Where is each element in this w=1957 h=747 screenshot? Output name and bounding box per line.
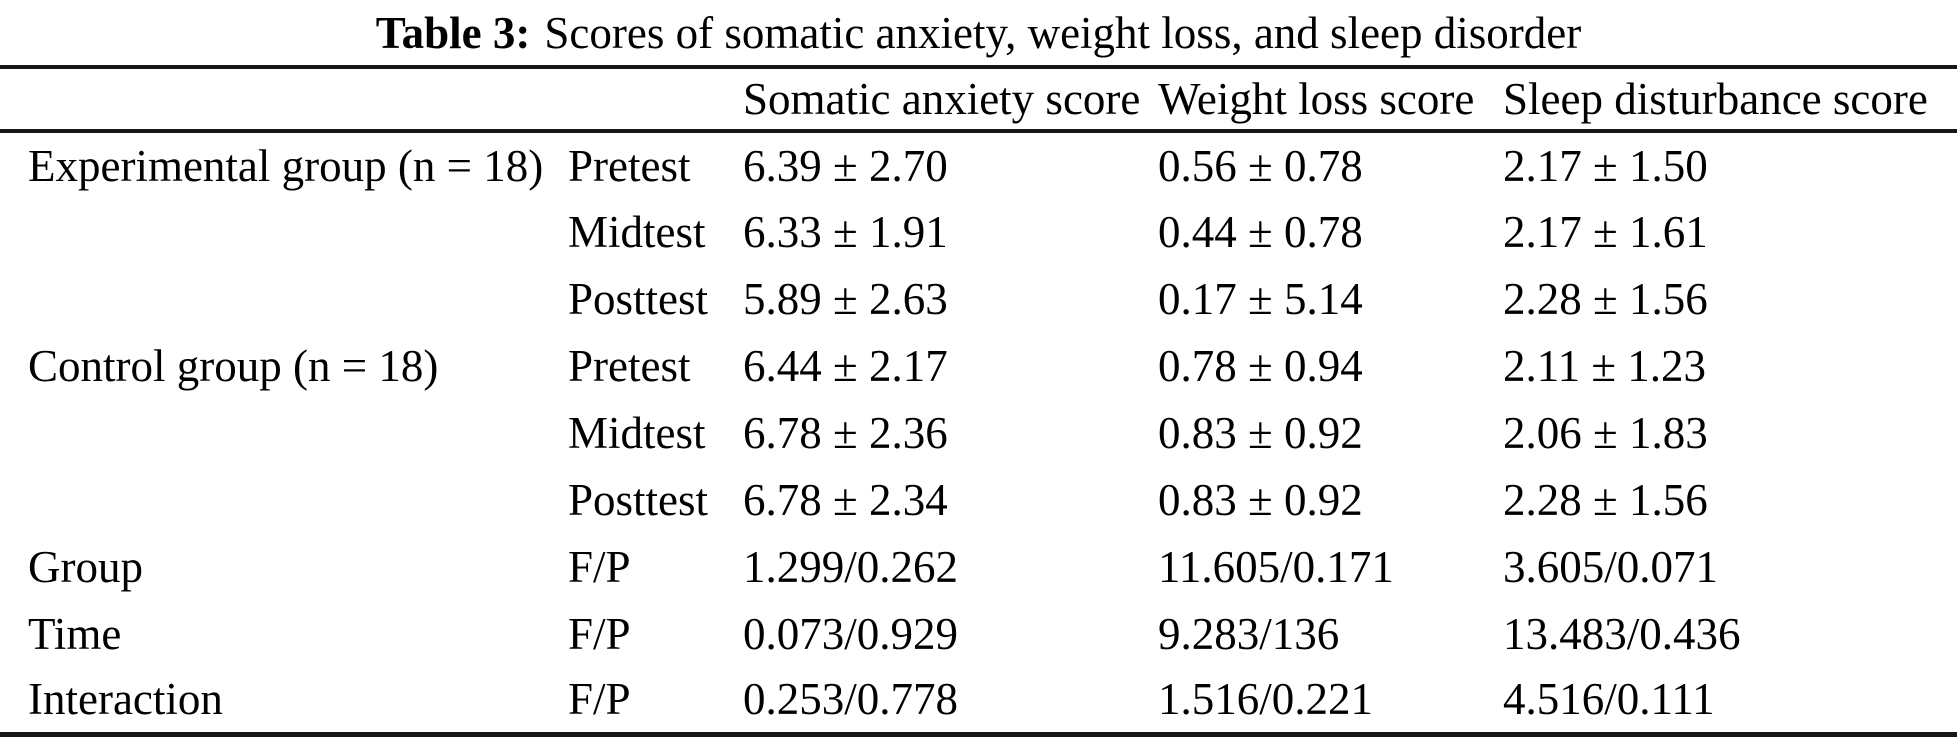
cell-test: F/P bbox=[568, 541, 631, 592]
cell-weight: 0.17 ± 5.14 bbox=[1158, 273, 1363, 324]
cell-somatic: 6.39 ± 2.70 bbox=[743, 140, 948, 191]
cell-group: Experimental group (n = 18) bbox=[28, 140, 544, 191]
cell-sleep: 2.17 ± 1.61 bbox=[1503, 206, 1708, 257]
cell-test: Posttest bbox=[568, 273, 709, 324]
cell-weight: 1.516/0.221 bbox=[1158, 674, 1374, 725]
cell-weight: 0.83 ± 0.92 bbox=[1158, 407, 1363, 458]
cell-test: Midtest bbox=[568, 407, 706, 458]
cell-somatic: 6.44 ± 2.17 bbox=[743, 340, 948, 391]
cell-somatic: 6.78 ± 2.34 bbox=[743, 474, 948, 525]
cell-test: F/P bbox=[568, 674, 631, 725]
cell-group: Interaction bbox=[28, 674, 223, 725]
table-caption: Table 3: Scores of somatic anxiety, weig… bbox=[0, 0, 1957, 65]
table-row: Midtest 6.78 ± 2.36 0.83 ± 0.92 2.06 ± 1… bbox=[0, 399, 1957, 466]
cell-test: F/P bbox=[568, 608, 631, 659]
cell-sleep: 3.605/0.071 bbox=[1503, 541, 1719, 592]
scores-table: Somatic anxiety score Weight loss score … bbox=[0, 65, 1957, 737]
cell-somatic: 0.073/0.929 bbox=[743, 608, 959, 659]
cell-somatic: 6.33 ± 1.91 bbox=[743, 206, 948, 257]
cell-test: Pretest bbox=[568, 140, 691, 191]
cell-somatic: 6.78 ± 2.36 bbox=[743, 407, 948, 458]
cell-weight: 9.283/136 bbox=[1158, 608, 1340, 659]
header-row: Somatic anxiety score Weight loss score … bbox=[0, 67, 1957, 131]
table-row: Time F/P 0.073/0.929 9.283/136 13.483/0.… bbox=[0, 600, 1957, 667]
header-sleep-disturbance-score: Sleep disturbance score bbox=[1503, 74, 1928, 124]
cell-group bbox=[0, 198, 568, 265]
table-caption-label: Table 3: bbox=[375, 7, 531, 58]
cell-sleep: 4.516/0.111 bbox=[1503, 674, 1715, 725]
cell-weight: 0.78 ± 0.94 bbox=[1158, 340, 1363, 391]
cell-sleep: 2.28 ± 1.56 bbox=[1503, 273, 1708, 324]
table-row: Experimental group (n = 18) Pretest 6.39… bbox=[0, 131, 1957, 198]
cell-weight: 0.83 ± 0.92 bbox=[1158, 474, 1363, 525]
table-row: Interaction F/P 0.253/0.778 1.516/0.221 … bbox=[0, 667, 1957, 734]
table-caption-text: Scores of somatic anxiety, weight loss, … bbox=[544, 7, 1582, 58]
table-row: Control group (n = 18) Pretest 6.44 ± 2.… bbox=[0, 332, 1957, 399]
cell-sleep: 2.28 ± 1.56 bbox=[1503, 474, 1708, 525]
cell-somatic: 1.299/0.262 bbox=[743, 541, 959, 592]
cell-test: Midtest bbox=[568, 206, 706, 257]
table-row: Posttest 5.89 ± 2.63 0.17 ± 5.14 2.28 ± … bbox=[0, 265, 1957, 332]
cell-weight: 0.56 ± 0.78 bbox=[1158, 140, 1363, 191]
cell-weight: 0.44 ± 0.78 bbox=[1158, 206, 1363, 257]
table-row: Posttest 6.78 ± 2.34 0.83 ± 0.92 2.28 ± … bbox=[0, 466, 1957, 533]
cell-test: Pretest bbox=[568, 340, 691, 391]
cell-group bbox=[0, 466, 568, 533]
cell-somatic: 5.89 ± 2.63 bbox=[743, 273, 948, 324]
cell-test: Posttest bbox=[568, 474, 709, 525]
cell-group: Control group (n = 18) bbox=[28, 340, 439, 391]
cell-group bbox=[0, 265, 568, 332]
cell-sleep: 2.17 ± 1.50 bbox=[1503, 140, 1708, 191]
header-test bbox=[568, 67, 743, 131]
cell-group: Group bbox=[28, 541, 143, 592]
header-group bbox=[0, 67, 568, 131]
cell-weight: 11.605/0.171 bbox=[1158, 541, 1394, 592]
header-somatic-anxiety-score: Somatic anxiety score bbox=[743, 74, 1141, 124]
cell-sleep: 2.11 ± 1.23 bbox=[1503, 340, 1707, 391]
cell-group: Time bbox=[28, 608, 122, 659]
cell-group bbox=[0, 399, 568, 466]
table-row: Group F/P 1.299/0.262 11.605/0.171 3.605… bbox=[0, 533, 1957, 600]
cell-somatic: 0.253/0.778 bbox=[743, 674, 959, 725]
cell-sleep: 2.06 ± 1.83 bbox=[1503, 407, 1708, 458]
header-weight-loss-score: Weight loss score bbox=[1158, 74, 1475, 124]
table-row: Midtest 6.33 ± 1.91 0.44 ± 0.78 2.17 ± 1… bbox=[0, 198, 1957, 265]
cell-sleep: 13.483/0.436 bbox=[1503, 608, 1741, 659]
